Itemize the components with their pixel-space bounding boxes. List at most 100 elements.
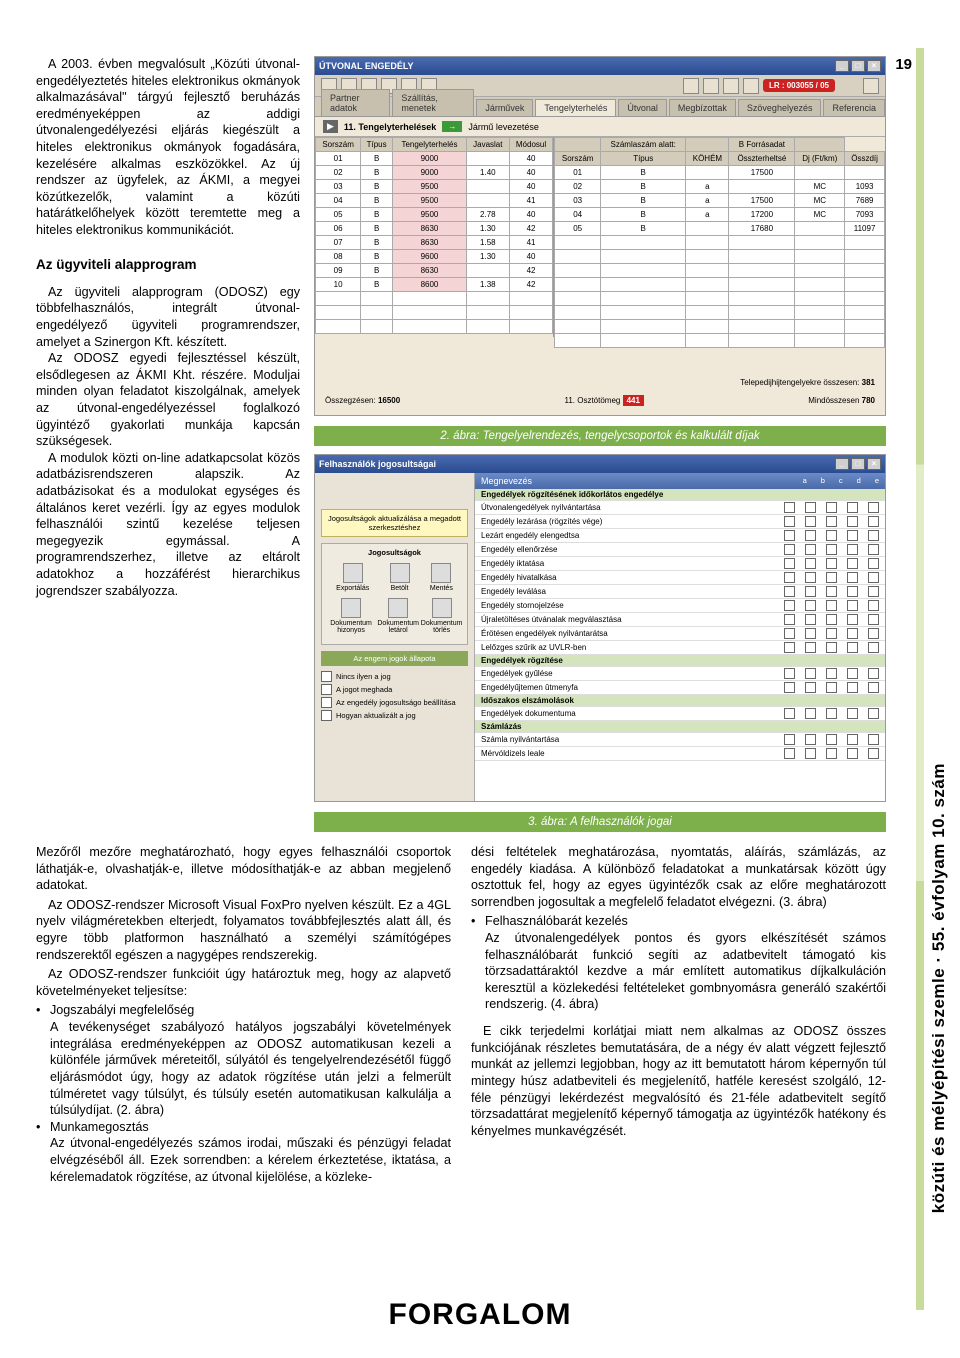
- tab[interactable]: Útvonal: [618, 99, 667, 116]
- close-icon[interactable]: ×: [867, 458, 881, 470]
- checkbox[interactable]: [805, 748, 816, 759]
- checkbox[interactable]: [805, 668, 816, 679]
- checkbox[interactable]: [847, 502, 858, 513]
- derive-button[interactable]: →: [442, 121, 462, 132]
- minimize-icon[interactable]: _: [835, 458, 849, 470]
- checkbox[interactable]: [826, 682, 837, 693]
- checkbox[interactable]: [784, 600, 795, 611]
- checkbox[interactable]: [784, 682, 795, 693]
- checkbox[interactable]: [868, 558, 879, 569]
- checkbox[interactable]: [826, 600, 837, 611]
- tab[interactable]: Szöveghelyezés: [738, 99, 822, 116]
- checkbox[interactable]: [847, 586, 858, 597]
- checkbox[interactable]: [868, 748, 879, 759]
- status-button[interactable]: Az engem jogok állapota: [321, 651, 468, 666]
- checkbox[interactable]: [784, 502, 795, 513]
- checkbox[interactable]: [805, 682, 816, 693]
- checkbox[interactable]: [868, 614, 879, 625]
- checkbox[interactable]: [868, 586, 879, 597]
- checkbox[interactable]: [868, 628, 879, 639]
- search-icon[interactable]: [863, 78, 879, 94]
- minimize-icon[interactable]: _: [835, 60, 849, 72]
- checkbox[interactable]: [826, 642, 837, 653]
- checkbox[interactable]: [805, 530, 816, 541]
- tab[interactable]: Tengelyterhelés: [535, 99, 616, 116]
- checkbox[interactable]: [847, 668, 858, 679]
- checkbox[interactable]: [826, 628, 837, 639]
- checkbox[interactable]: [784, 558, 795, 569]
- tab[interactable]: Referencia: [823, 99, 885, 116]
- checkbox[interactable]: [847, 628, 858, 639]
- checkbox[interactable]: [784, 642, 795, 653]
- tool-icon[interactable]: [341, 598, 361, 618]
- checkbox[interactable]: [805, 586, 816, 597]
- checkbox[interactable]: [805, 614, 816, 625]
- toolbar-button[interactable]: [703, 78, 719, 94]
- checkbox[interactable]: [805, 516, 816, 527]
- checkbox[interactable]: [784, 628, 795, 639]
- checkbox[interactable]: [868, 708, 879, 719]
- checkbox[interactable]: [847, 572, 858, 583]
- checkbox[interactable]: [805, 642, 816, 653]
- tool-icon[interactable]: [388, 598, 408, 618]
- checkbox[interactable]: [868, 642, 879, 653]
- checkbox[interactable]: [784, 614, 795, 625]
- tab[interactable]: Szállítás, menetek: [392, 89, 474, 116]
- checkbox[interactable]: [847, 614, 858, 625]
- checkbox[interactable]: [784, 734, 795, 745]
- checkbox[interactable]: [826, 708, 837, 719]
- checkbox[interactable]: [826, 748, 837, 759]
- checkbox[interactable]: [826, 502, 837, 513]
- checkbox[interactable]: [826, 668, 837, 679]
- checkbox[interactable]: [784, 544, 795, 555]
- toolbar-button[interactable]: [723, 78, 739, 94]
- checkbox[interactable]: [826, 734, 837, 745]
- checkbox[interactable]: [847, 708, 858, 719]
- checkbox[interactable]: [805, 628, 816, 639]
- checkbox[interactable]: [847, 642, 858, 653]
- checkbox[interactable]: [805, 558, 816, 569]
- tool-icon[interactable]: [390, 563, 410, 583]
- checkbox[interactable]: [826, 544, 837, 555]
- checkbox[interactable]: [784, 572, 795, 583]
- checkbox[interactable]: [784, 708, 795, 719]
- maximize-icon[interactable]: □: [851, 458, 865, 470]
- checkbox[interactable]: [805, 572, 816, 583]
- tab[interactable]: Járművek: [476, 99, 533, 116]
- checkbox[interactable]: [847, 600, 858, 611]
- checkbox[interactable]: [826, 516, 837, 527]
- checkbox[interactable]: [805, 734, 816, 745]
- checkbox[interactable]: [826, 530, 837, 541]
- tab[interactable]: Partner adatok: [321, 89, 390, 116]
- checkbox[interactable]: [847, 682, 858, 693]
- checkbox[interactable]: [784, 586, 795, 597]
- checkbox[interactable]: [868, 734, 879, 745]
- checkbox[interactable]: [847, 530, 858, 541]
- checkbox[interactable]: [868, 530, 879, 541]
- checkbox[interactable]: [868, 668, 879, 679]
- checkbox[interactable]: [868, 682, 879, 693]
- checkbox[interactable]: [784, 668, 795, 679]
- toolbar-button[interactable]: [683, 78, 699, 94]
- checkbox[interactable]: [805, 502, 816, 513]
- checkbox[interactable]: [868, 516, 879, 527]
- checkbox[interactable]: [805, 544, 816, 555]
- checkbox[interactable]: [847, 516, 858, 527]
- checkbox[interactable]: [826, 614, 837, 625]
- toolbar-button[interactable]: [743, 78, 759, 94]
- checkbox[interactable]: [826, 558, 837, 569]
- checkbox[interactable]: [826, 572, 837, 583]
- checkbox[interactable]: [784, 530, 795, 541]
- checkbox[interactable]: [826, 586, 837, 597]
- checkbox[interactable]: [868, 544, 879, 555]
- checkbox[interactable]: [805, 708, 816, 719]
- checkbox[interactable]: [847, 544, 858, 555]
- checkbox[interactable]: [847, 734, 858, 745]
- checkbox[interactable]: [868, 502, 879, 513]
- checkbox[interactable]: [784, 516, 795, 527]
- checkbox[interactable]: [868, 572, 879, 583]
- checkbox[interactable]: [784, 748, 795, 759]
- tool-icon[interactable]: [431, 563, 451, 583]
- tool-icon[interactable]: [432, 598, 452, 618]
- tab[interactable]: Megbízottak: [669, 99, 736, 116]
